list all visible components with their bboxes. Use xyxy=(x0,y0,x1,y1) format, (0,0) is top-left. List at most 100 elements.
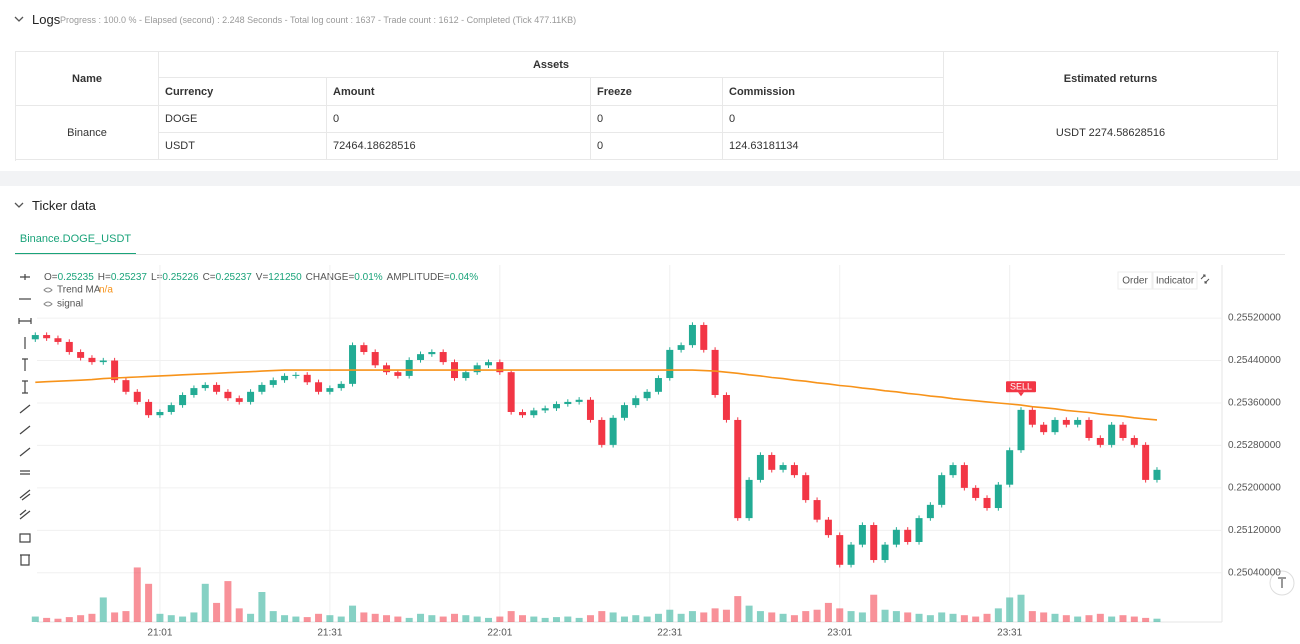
y-tick-label: 0.25280000 xyxy=(1228,440,1281,451)
volume-bar xyxy=(552,617,560,622)
volume-bar xyxy=(371,613,379,622)
tool-icon[interactable] xyxy=(19,489,31,501)
candle-body xyxy=(949,465,957,476)
subheader: Amount xyxy=(327,78,591,106)
volume-bar xyxy=(394,616,402,622)
y-tick-label: 0.25360000 xyxy=(1228,398,1281,409)
candle-body xyxy=(1085,419,1093,438)
candle-body xyxy=(541,408,549,411)
subheader: Freeze xyxy=(591,78,723,106)
volume-bar xyxy=(1153,618,1161,622)
stat-label: V= xyxy=(256,272,269,283)
volume-bar xyxy=(586,615,594,622)
volume-bar xyxy=(122,611,130,622)
tool-icon[interactable] xyxy=(20,274,30,280)
candle-body xyxy=(722,395,730,420)
volume-bar xyxy=(677,613,685,622)
candle-body xyxy=(711,349,719,396)
tool-icon[interactable] xyxy=(20,470,30,475)
order-button[interactable] xyxy=(1117,271,1153,290)
candle-body xyxy=(858,525,866,545)
eye-icon[interactable] xyxy=(43,287,53,293)
volume-bar xyxy=(983,613,991,622)
tool-icon[interactable] xyxy=(19,404,31,414)
indicator-button[interactable] xyxy=(1152,271,1198,290)
candle-body xyxy=(1040,424,1048,433)
volume-bar xyxy=(575,617,583,622)
candle-body xyxy=(779,465,787,470)
volume-bar xyxy=(666,609,674,622)
candle-body xyxy=(31,335,39,340)
collapse-icon[interactable] xyxy=(14,14,24,24)
candle-body xyxy=(156,411,164,416)
signal-label: SELL xyxy=(1010,382,1032,392)
assets-table: Name Assets Estimated returns Currency A… xyxy=(15,51,1279,161)
candle-body xyxy=(575,399,583,402)
volume-bar xyxy=(518,615,526,622)
volume-bar xyxy=(88,613,96,622)
tool-icon[interactable] xyxy=(19,509,31,520)
tool-icon[interactable] xyxy=(20,554,30,566)
tool-icon[interactable] xyxy=(19,425,31,435)
candle-body xyxy=(43,335,51,339)
volume-bar xyxy=(473,616,481,622)
candle-body xyxy=(281,375,289,381)
volume-bar xyxy=(1051,613,1059,622)
volume-bar xyxy=(292,616,300,622)
candle-body xyxy=(303,374,311,383)
stat-label: AMPLITUDE= xyxy=(387,272,450,283)
candle-body xyxy=(688,324,696,346)
logs-panel: Logs Progress : 100.0 % - Elapsed (secon… xyxy=(0,0,1300,171)
legend-name: Trend MA xyxy=(57,285,101,296)
volume-bar xyxy=(1017,594,1025,622)
volume-bar xyxy=(405,617,413,622)
tool-icon[interactable] xyxy=(22,380,28,394)
volume-bar xyxy=(858,612,866,622)
collapse-icon[interactable] xyxy=(14,200,24,210)
fullscreen-icon[interactable] xyxy=(1200,274,1210,284)
order-button-label: Order xyxy=(1122,276,1148,287)
eye-icon[interactable] xyxy=(43,301,53,307)
candle-body xyxy=(179,395,187,406)
ticker-panel: Ticker data Binance.DOGE_USDT xyxy=(0,186,1300,644)
volume-bar xyxy=(77,615,85,622)
stat-value: 0.25237 xyxy=(111,272,148,283)
candle-body xyxy=(745,479,753,519)
candle-body xyxy=(349,345,357,384)
candle-body xyxy=(133,391,141,402)
volume-bar xyxy=(247,613,255,622)
x-tick-label: 22:31 xyxy=(657,628,682,639)
candle-body xyxy=(1096,437,1104,445)
stat-label: H= xyxy=(98,272,111,283)
volume-bar xyxy=(745,605,753,622)
candle-body xyxy=(1017,409,1025,451)
volume-bar xyxy=(1006,597,1014,622)
volume-bar xyxy=(179,616,187,622)
stat-value: 0.25226 xyxy=(162,272,199,283)
tool-icon[interactable] xyxy=(22,358,28,371)
subheader: Commission xyxy=(723,78,944,106)
volume-bar xyxy=(847,611,855,622)
candle-body xyxy=(1006,450,1014,485)
volume-bar xyxy=(1074,616,1082,622)
tool-icon[interactable] xyxy=(19,533,31,543)
candle-body xyxy=(938,475,946,505)
volume-bar xyxy=(507,611,515,622)
candle-body xyxy=(881,544,889,561)
candle-body xyxy=(496,362,504,373)
tool-icon[interactable] xyxy=(18,318,32,324)
volume-bar xyxy=(428,615,436,622)
volume-bar xyxy=(65,617,73,622)
tool-icon[interactable] xyxy=(19,447,31,457)
candle-body xyxy=(768,454,776,470)
volume-bar xyxy=(870,594,878,622)
volume-bar xyxy=(768,612,776,622)
header: Name xyxy=(16,52,159,106)
x-tick-label: 23:31 xyxy=(997,628,1022,639)
volume-bar xyxy=(496,616,504,622)
logs-status: Progress : 100.0 % - Elapsed (second) : … xyxy=(60,15,577,25)
candle-body xyxy=(1142,444,1150,480)
volume-bar xyxy=(824,602,832,622)
stat-value: 0.25237 xyxy=(216,272,253,283)
